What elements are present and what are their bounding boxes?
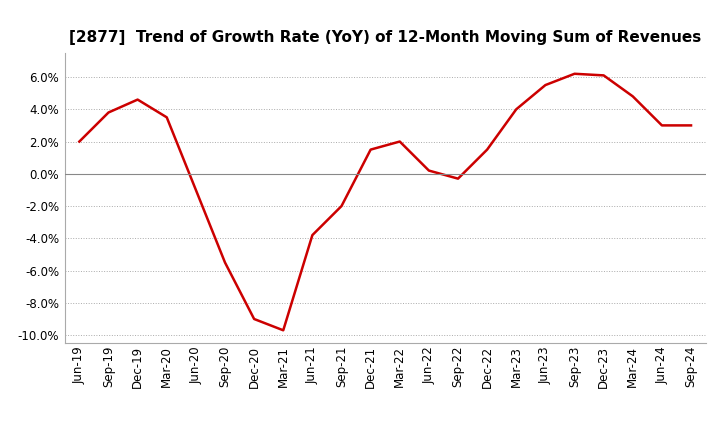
Title: [2877]  Trend of Growth Rate (YoY) of 12-Month Moving Sum of Revenues: [2877] Trend of Growth Rate (YoY) of 12-… xyxy=(69,29,701,45)
